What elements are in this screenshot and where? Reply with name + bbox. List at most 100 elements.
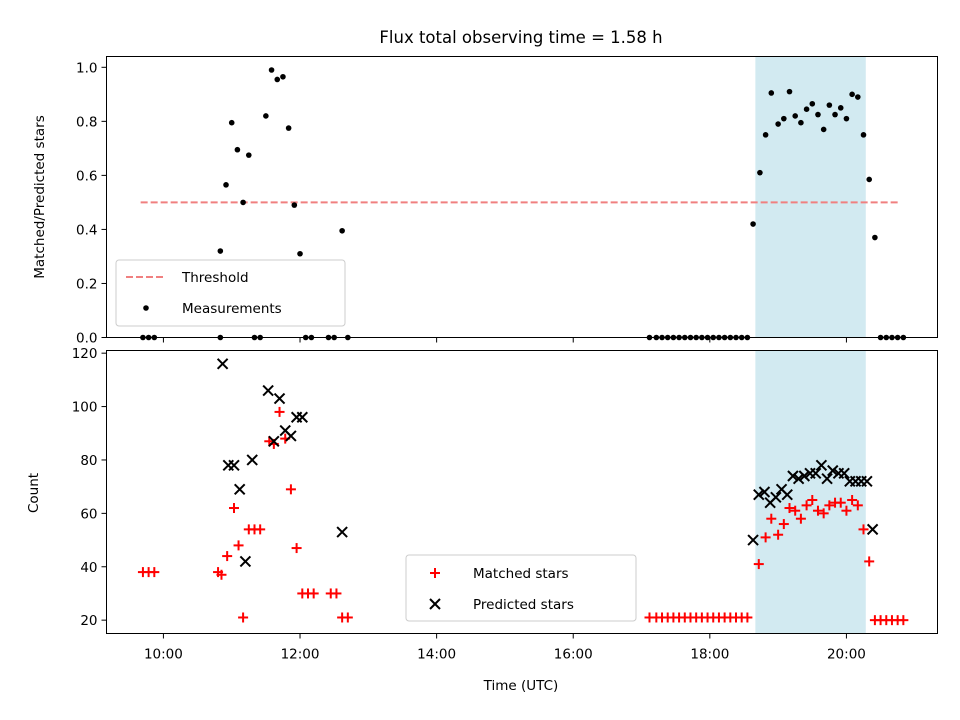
predicted-star-point-25 [809,467,822,480]
predicted-star-point-35-b [866,523,879,536]
y-tick-label-0-4: 0.8 [76,114,97,130]
measurement-point-6 [228,119,235,126]
predicted-star-point-34-b [861,475,873,488]
measurement-point-52 [803,106,810,112]
predicted-star-point-3-b [233,483,246,496]
ratio-legend: Threshold Measurements [115,259,346,327]
y-tick-label-1-0: 20 [80,613,97,629]
predicted-star-point-20-b [781,488,793,501]
panel-ratio: 0.0 0.2 0.4 0.6 0.8 1.0 Matched/Predicted sta… [32,56,938,347]
measurement-point-9 [245,152,252,158]
shaded-interval-bottom [755,350,866,634]
y-tick-label-1-4: 100 [72,400,98,416]
predicted-star-point-5-b [246,454,258,466]
predicted-star-point-6-b [262,384,274,397]
predicted-star-point-10 [285,430,297,442]
predicted-star-point-27 [821,472,833,485]
measurement-point-43 [750,221,756,227]
predicted-star-point-7-b [268,435,280,447]
measurement-point-7 [234,146,241,153]
measurement-point-17 [291,202,298,208]
matched-star-point-22 [331,588,342,599]
ratio-y-axis: 0.0 0.2 0.4 0.6 0.8 1.0 [76,60,107,347]
measurement-point-14 [274,76,281,83]
measurement-point-8 [240,199,246,206]
y-tick-label-1-5: 120 [72,346,98,362]
legend-predicted-label: Predicted stars [473,597,574,613]
predicted-star-point-16-b [758,486,771,498]
matched-star-point-45 [766,513,777,524]
predicted-star-point-34 [861,475,873,488]
predicted-star-point-4-b [239,555,252,568]
predicted-star-point-19-b [775,483,788,496]
predicted-star-point-5 [246,454,258,466]
predicted-star-point-30-b [838,467,850,480]
x-tick-label-3: 16:00 [554,647,593,663]
ratio-legend-box [115,259,346,327]
matched-star-point-11 [255,524,266,535]
measurement-point-58 [837,105,844,111]
predicted-star-point-28 [827,464,839,477]
predicted-star-point-15-b [753,488,765,501]
counts-y-label: Count [26,473,42,513]
predicted-star-point-26-b [815,459,828,472]
matched-star-point-6 [228,503,239,514]
measurement-point-5 [223,182,229,188]
matched-star-point-43 [753,559,764,570]
legend-threshold-label: Threshold [181,270,249,286]
matched-star-point-5 [222,551,233,562]
predicted-star-point-10-b [285,430,297,442]
matched-star-point-57 [835,497,846,508]
predicted-star-point-13-b [336,526,348,538]
measurement-point-50 [792,113,799,119]
counts-axes-frame [106,350,938,634]
predicted-star-point-22 [792,472,805,485]
matched-star-point-55 [824,500,835,511]
measurement-point-49 [786,88,793,95]
legend-measurements-label: Measurements [182,301,282,317]
matched-star-point-44 [760,532,771,543]
chart-title: Flux total observing time = 1.58 h [379,28,662,47]
predicted-star-point-3 [233,483,246,496]
matched-star-point-4 [216,569,227,580]
legend-x-mark-b [429,598,441,610]
matched-star-point-53 [812,505,823,516]
measurement-point-44 [757,169,763,176]
matched-star-point-2 [149,567,160,578]
matched-star-point-17 [291,543,302,554]
matched-star-point-14 [274,406,285,417]
predicted-star-point-23-b [798,470,811,482]
measurement-point-64 [872,234,878,241]
measurement-point-46 [768,90,775,96]
predicted-star-point-7 [268,435,280,447]
predicted-star-point-0 [216,358,229,370]
measurement-point-59 [843,115,850,122]
x-tick-label-1: 12:00 [281,647,320,663]
measurement-point-62 [860,132,867,138]
predicted-star-point-27-b [821,472,833,485]
predicted-star-point-8-b [273,392,286,405]
shaded-interval-top [755,56,866,338]
legend-matched-label: Matched stars [473,566,569,582]
y-tick-label-0-0: 0.0 [76,331,97,347]
matched-star-point-46 [773,529,784,540]
matched-star-point-16 [285,484,296,495]
matched-star-point-68 [898,615,909,626]
ratio-y-label: Matched/Predicted stars [32,115,48,278]
predicted-star-point-25-b [809,467,822,480]
measurement-point-18 [297,250,303,257]
legend-x-mark [429,598,441,610]
predicted-star-point-14-b [747,534,759,546]
matched-star-point-48 [784,503,795,514]
matched-star-point-42 [742,612,753,623]
predicted-star-point-2 [228,459,240,472]
predicted-star-point-30 [838,467,850,480]
predicted-star-point-2-b [228,459,240,472]
y-tick-label-1-3: 80 [80,453,97,469]
measurement-point-63 [866,176,872,183]
legend-measurements-swatch [143,305,149,311]
x-tick-label-5: 20:00 [827,647,866,663]
matched-star-point-60 [852,500,863,511]
matched-star-point-49 [790,505,801,516]
